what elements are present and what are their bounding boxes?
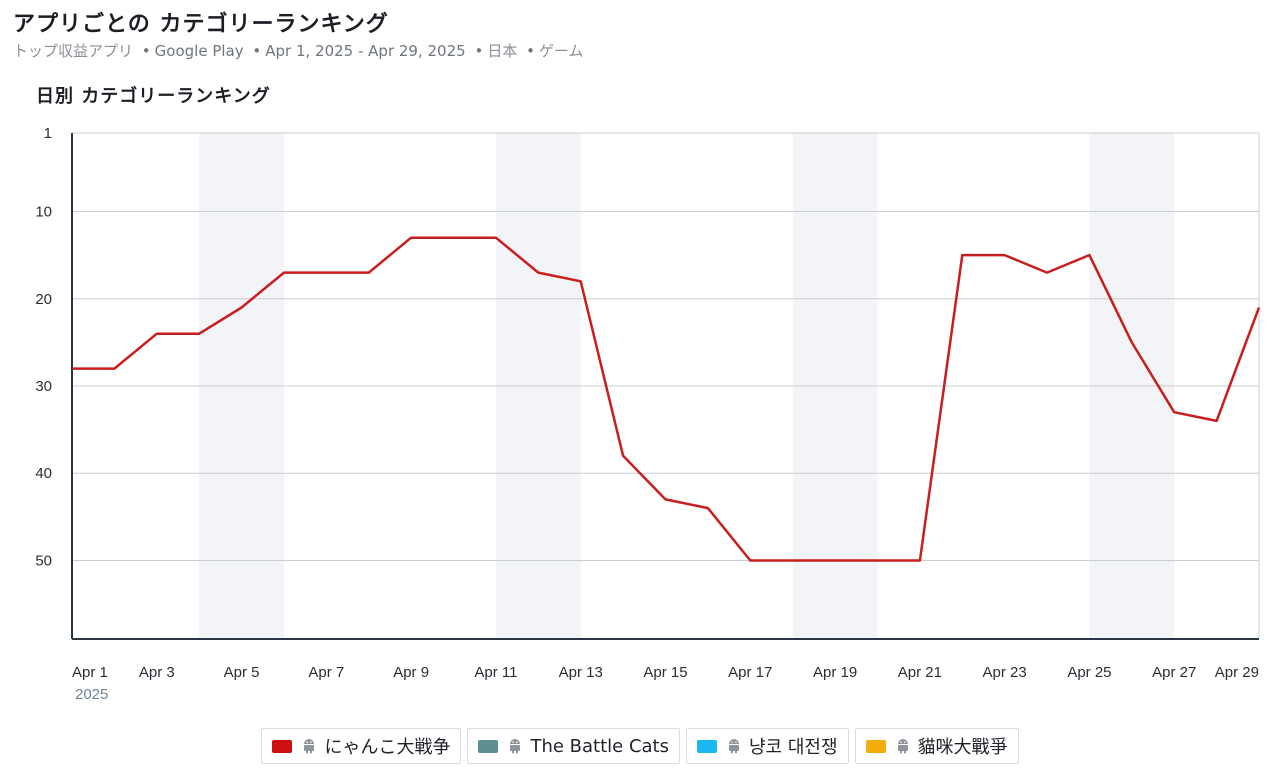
subtitle-country: 日本 [487,42,518,60]
subtitle-chart-type: トップ収益アプリ [13,42,134,60]
y-tick-label: 1 [44,125,52,142]
y-tick-label: 10 [35,204,52,221]
android-icon [510,739,521,754]
x-tick-label: Apr 7 [308,664,344,681]
legend-label: 냥코 대전쟁 [749,737,838,758]
subtitle-separator: • [474,42,484,60]
y-axis-ticks: 1 10 20 30 40 50 [35,125,52,569]
x-tick-label: Apr 5 [224,664,260,681]
x-tick-label: Apr 1 [72,664,108,681]
x-tick-label: Apr 23 [983,664,1027,681]
subtitle-separator: • [252,42,262,60]
chart-legend: にゃんこ大戦争 The Battle Cats 냥코 대전쟁 貓咪大戰爭 [0,728,1280,764]
legend-swatch [697,739,717,753]
legend-swatch [272,739,293,753]
subtitle-date-range: Apr 1, 2025 - Apr 29, 2025 [265,42,466,60]
legend-label: 貓咪大戰爭 [917,737,1008,758]
x-tick-label: Apr 15 [643,664,687,681]
page-subtitle: トップ収益アプリ • Google Play • Apr 1, 2025 - Apr… [13,40,584,61]
legend-swatch [865,739,886,753]
legend-label: にゃんこ大戦争 [324,737,451,758]
page-title: アプリごとの カテゴリーランキング [13,12,389,37]
y-tick-label: 40 [35,465,52,482]
subtitle-platform: Google Play [154,42,244,60]
chart-axes [71,133,1259,640]
x-tick-label: Apr 13 [559,664,603,681]
series-lines [72,236,1261,562]
x-tick-label: Apr 9 [393,664,429,681]
subtitle-category: ゲーム [538,42,584,60]
x-tick-label: Apr 29 [1215,664,1259,681]
subtitle-separator: • [526,42,535,60]
x-tick-label: Apr 17 [728,664,772,681]
series-line [72,236,1261,562]
y-tick-label: 20 [35,291,52,308]
android-icon [729,739,739,754]
grid-lines [72,132,1260,639]
legend-item[interactable]: 貓咪大戰爭 [854,728,1019,764]
legend-label: The Battle Cats [530,735,669,757]
legend-swatch [478,739,499,753]
legend-item[interactable]: 냥코 대전쟁 [686,728,849,764]
y-tick-label: 50 [35,552,52,569]
x-tick-label: Apr 19 [813,664,857,681]
x-tick-label: Apr 11 [474,664,517,681]
x-axis-ticks: Apr 1 Apr 3 Apr 5 Apr 7 Apr 9 Apr 11 Apr 13 Apr… [72,664,1259,703]
subtitle-separator: • [141,42,151,60]
chart-title: 日別 カテゴリーランキング [36,86,271,107]
android-icon [304,739,315,754]
legend-item[interactable]: にゃんこ大戦争 [261,728,462,764]
x-tick-label: Apr 21 [898,664,942,681]
legend-item[interactable]: The Battle Cats [467,728,680,764]
x-tick-label: Apr 25 [1067,664,1111,681]
x-year-label: 2025 [75,686,108,703]
x-tick-label: Apr 27 [1152,664,1196,681]
x-tick-label: Apr 3 [139,664,175,681]
y-tick-label: 30 [35,378,52,395]
android-icon [897,739,908,754]
